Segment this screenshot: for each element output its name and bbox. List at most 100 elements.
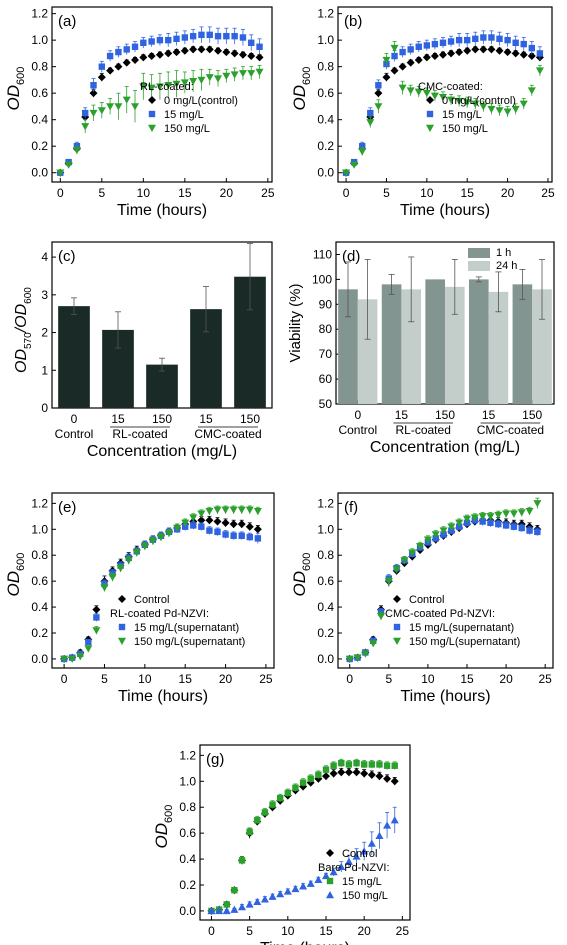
legend-entry: 150 mg/L(supernatant) (409, 636, 520, 648)
data-point (361, 650, 370, 658)
data-point (164, 49, 173, 58)
data-point (114, 103, 123, 111)
legend: RL-coated: 0 mg/L(control) 15 mg/L 150 mg/L (140, 81, 238, 135)
data-point (131, 43, 139, 50)
y-tick-label: 90 (319, 297, 333, 311)
x-axis-label: Time (hours) (400, 202, 490, 219)
legend-entry: 0 mg/L(control) (442, 95, 516, 107)
data-point (72, 146, 81, 155)
x-tick-label: 10 (138, 672, 152, 686)
data-point (122, 96, 131, 104)
data-point (189, 32, 197, 40)
data-point (502, 522, 510, 529)
data-point (237, 520, 246, 529)
data-point (447, 49, 456, 58)
y-tick-label: 1.0 (317, 522, 334, 536)
bar (468, 279, 489, 404)
legend-entry: 15 mg/L (342, 876, 382, 888)
x-tick-label: 15 (460, 672, 474, 686)
panel-label: (d) (342, 248, 360, 265)
x-tick-label: 5 (101, 672, 108, 686)
data-point (181, 519, 190, 527)
y-axis-label: OD600 (152, 805, 175, 849)
data-point (307, 775, 314, 782)
y-tick-label: 0.6 (317, 86, 334, 100)
data-point (222, 72, 231, 80)
data-point (214, 75, 223, 83)
y-tick-label: 0.4 (31, 600, 48, 614)
data-point (246, 828, 253, 836)
plot-frame (199, 744, 411, 921)
data-point (164, 82, 173, 90)
y-tick-label: 0.0 (317, 652, 334, 666)
data-point (223, 32, 230, 40)
x-tick-label: 10 (421, 672, 435, 686)
legend-marker (118, 623, 126, 631)
data-point (255, 68, 264, 76)
data-point (189, 78, 198, 86)
data-point (205, 507, 214, 516)
series-2 (56, 64, 264, 177)
data-point (384, 577, 393, 586)
data-point (358, 148, 367, 156)
data-point (180, 79, 189, 87)
data-point (471, 45, 480, 54)
legend-title: RL-coated: (140, 81, 194, 93)
data-point (131, 103, 140, 111)
data-point (447, 96, 456, 104)
data-point (255, 53, 264, 62)
y-tick-label: 1.2 (317, 496, 334, 510)
data-point (139, 53, 148, 62)
data-point (215, 906, 224, 915)
data-point (455, 48, 464, 57)
data-point (390, 816, 399, 824)
y-tick-label: 1 (41, 363, 48, 377)
y-tick-label: 1.2 (31, 496, 48, 510)
legend-swatch (468, 261, 490, 271)
bar (58, 306, 90, 408)
data-point (253, 897, 262, 906)
y-tick-label: 2 (41, 326, 48, 340)
data-point (93, 614, 100, 621)
y-tick-label: 0.2 (317, 626, 334, 640)
x-tick-label: 5 (246, 924, 253, 938)
data-point (81, 123, 90, 131)
legend-entry: 150 mg/L (164, 123, 210, 135)
data-point (205, 45, 214, 54)
data-point (377, 612, 385, 621)
data-point (430, 92, 439, 100)
data-point (89, 109, 98, 118)
series-2 (345, 497, 542, 663)
legend: Control Bare Pd-NZVI: 15 mg/L 150 mg/L (318, 848, 390, 902)
bar (146, 364, 178, 408)
data-point (222, 48, 231, 57)
data-point (431, 40, 439, 48)
data-point (528, 44, 536, 52)
data-point (416, 542, 425, 551)
data-point (392, 566, 401, 574)
y-tick-label: 0.8 (31, 548, 48, 562)
data-point (374, 89, 383, 98)
data-point (406, 58, 415, 67)
data-point (455, 36, 463, 44)
data-point (368, 761, 376, 768)
y-tick-label: 0.8 (317, 548, 334, 562)
data-point (344, 857, 353, 865)
data-point (329, 868, 338, 876)
y-tick-label: 0.0 (317, 166, 334, 180)
data-point (414, 56, 423, 65)
data-point (230, 71, 239, 79)
data-point (422, 53, 431, 62)
data-point (360, 847, 369, 855)
legend-marker (393, 595, 401, 603)
data-point (487, 519, 494, 527)
data-point (342, 169, 351, 177)
x-tick-label: 5 (98, 186, 105, 200)
x-axis-label: Time (hours) (118, 688, 208, 705)
y-tick-label: 0.2 (31, 626, 48, 640)
data-point (329, 769, 338, 778)
legend-entry: 15 mg/L(supernatant) (134, 622, 239, 634)
data-point (415, 43, 422, 50)
y-axis-label: OD600 (4, 67, 27, 111)
